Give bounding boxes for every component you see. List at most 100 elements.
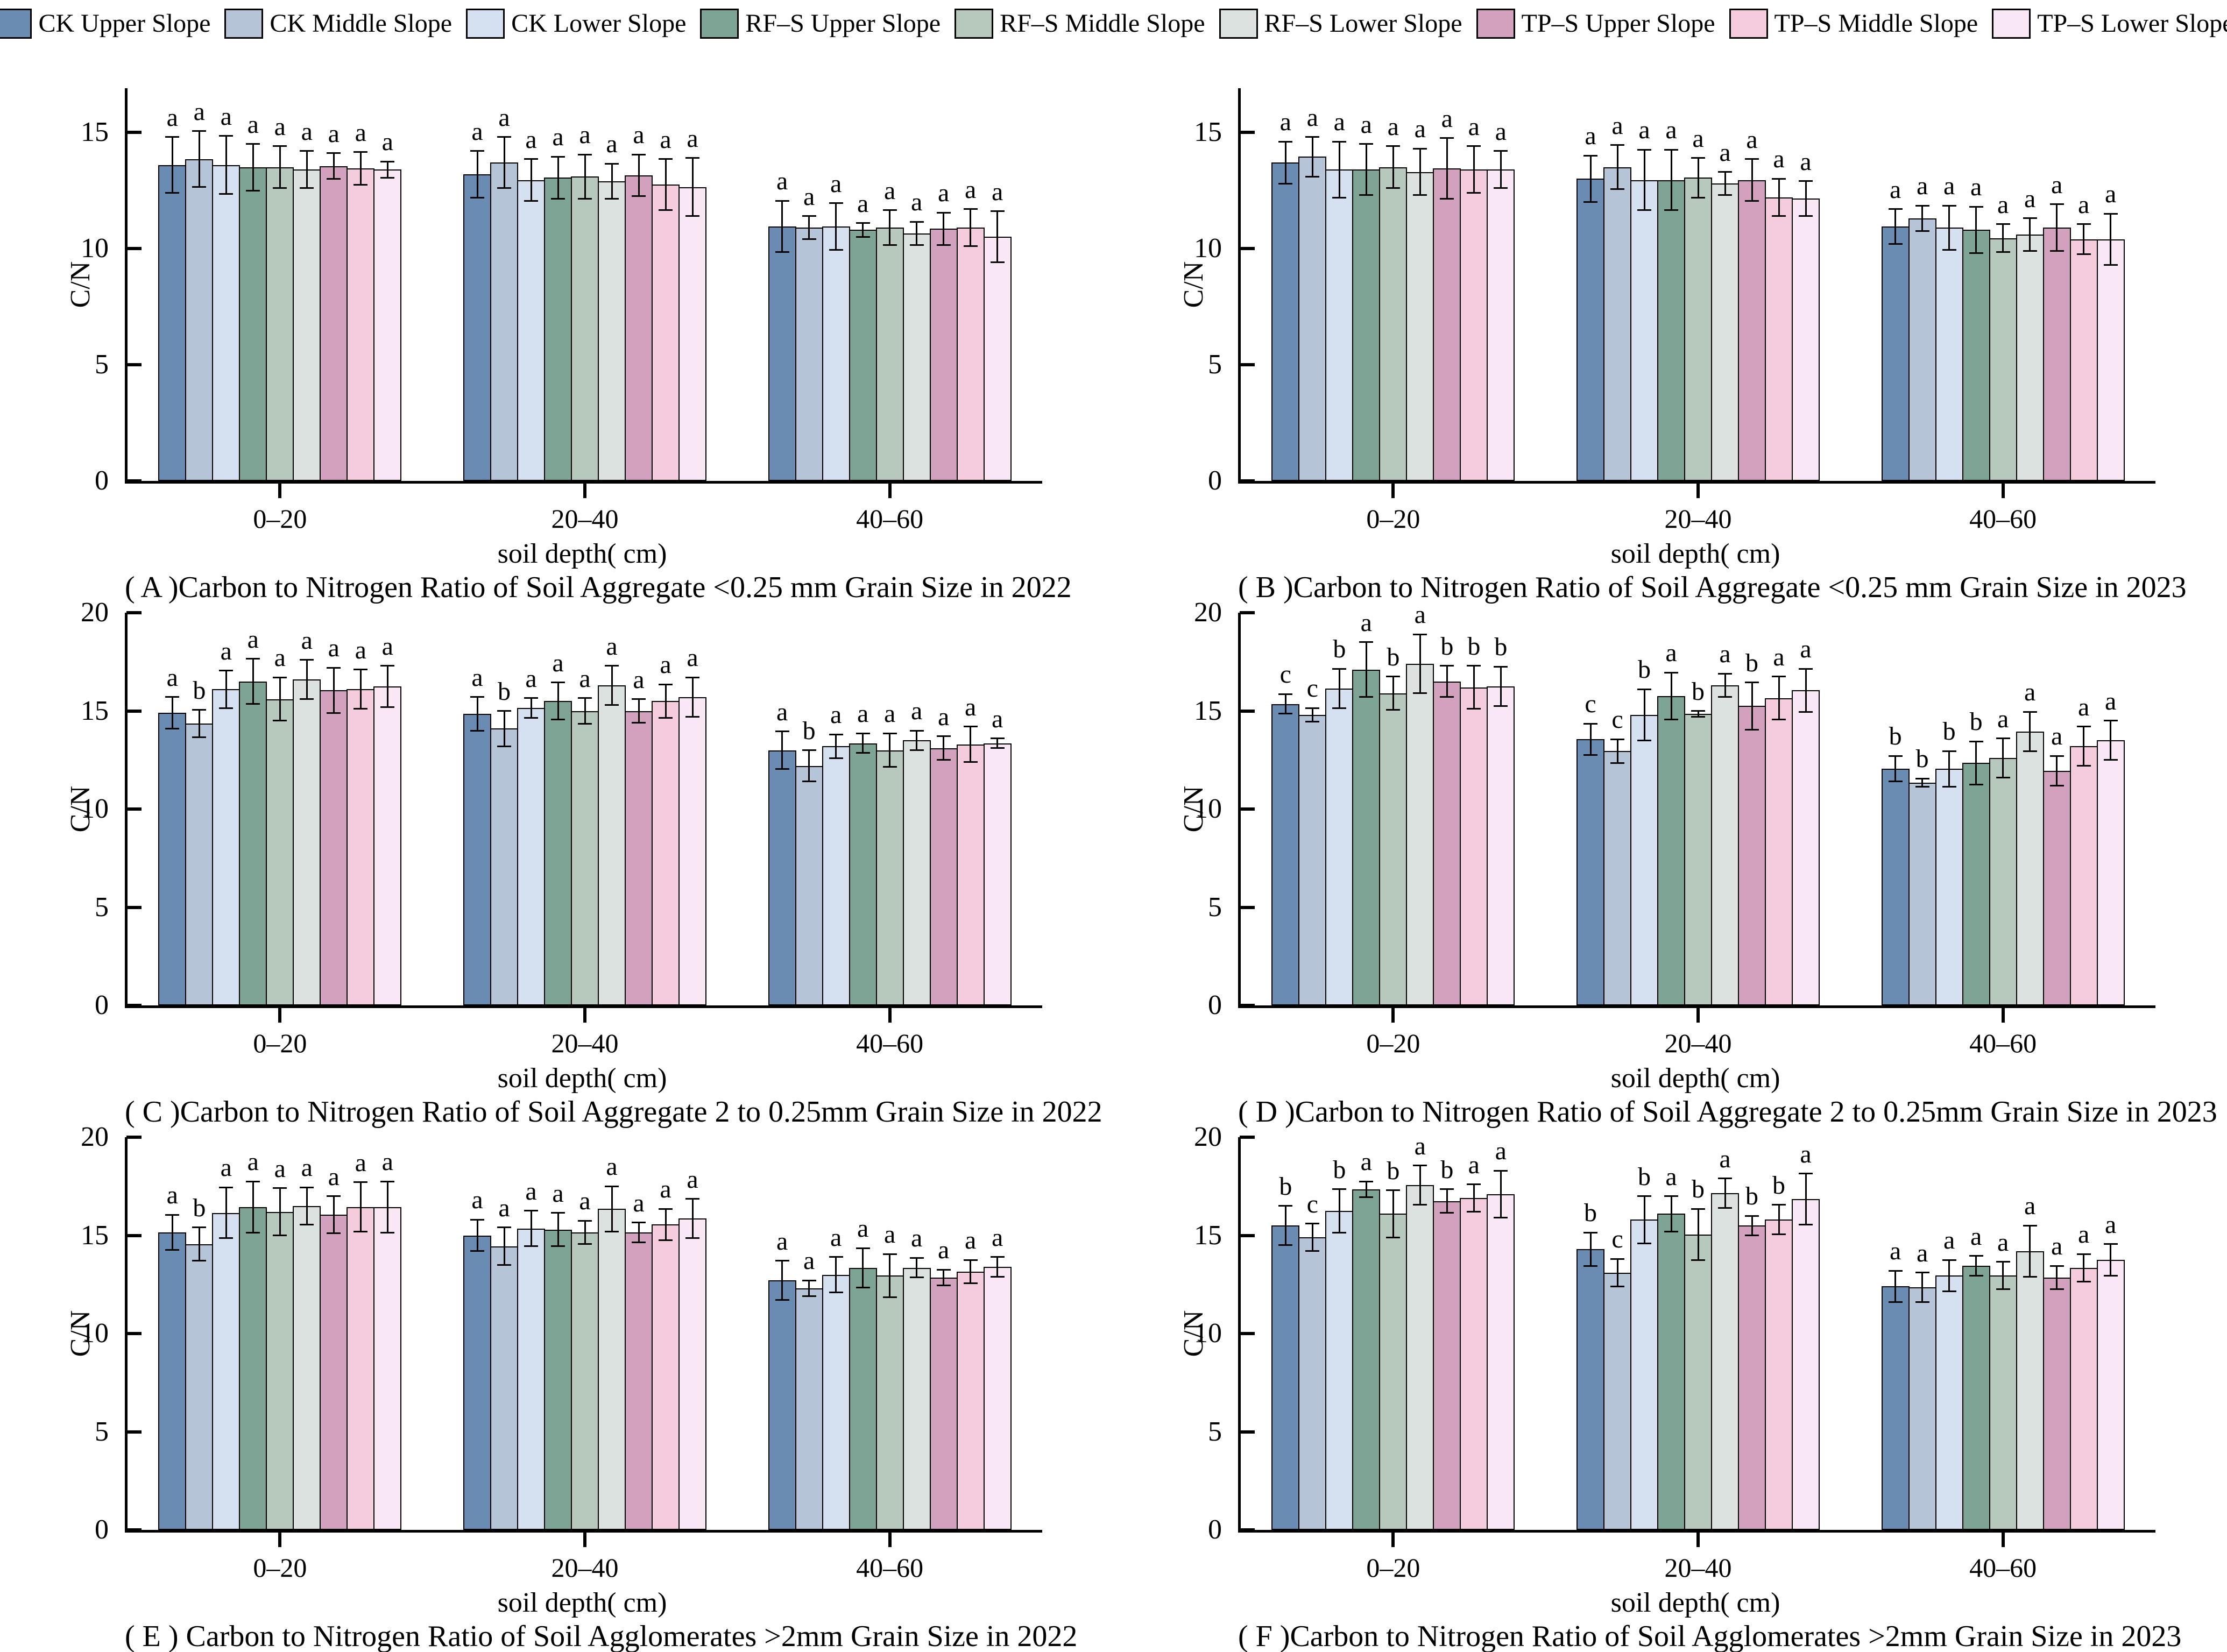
y-tick-label: 15 bbox=[81, 117, 109, 148]
bar-rf-s-lower-slope bbox=[598, 181, 626, 481]
error-whisker bbox=[252, 144, 254, 191]
significance-letter: a bbox=[992, 704, 1003, 733]
error-cap bbox=[1332, 1188, 1347, 1190]
error-cap bbox=[1332, 668, 1347, 670]
error-cap bbox=[659, 717, 673, 719]
error-cap bbox=[1278, 140, 1293, 143]
x-tick-label: 0–20 bbox=[1366, 1552, 1420, 1583]
significance-letter: a bbox=[1970, 173, 1982, 202]
y-tick bbox=[1240, 1528, 1255, 1532]
significance-letter: b bbox=[1745, 1182, 1758, 1210]
significance-letter: a bbox=[1719, 640, 1731, 669]
x-tick bbox=[2001, 483, 2005, 498]
significance-letter: b bbox=[1387, 1156, 1400, 1185]
error-cap bbox=[659, 683, 673, 685]
error-whisker bbox=[503, 137, 505, 188]
error-whisker bbox=[1975, 741, 1977, 785]
error-whisker bbox=[970, 1260, 972, 1284]
error-cap bbox=[936, 1268, 951, 1271]
error-cap bbox=[1799, 180, 1813, 182]
bar-rf-s-middle-slope bbox=[875, 1275, 904, 1530]
error-cap bbox=[1413, 1204, 1427, 1206]
significance-letter: a bbox=[857, 189, 869, 218]
error-cap bbox=[1691, 715, 1705, 718]
bar-rf-s-upper-slope bbox=[1352, 169, 1381, 481]
error-cap bbox=[246, 1231, 260, 1233]
bar-rf-s-upper-slope bbox=[1962, 1266, 1990, 1530]
bar-ck-middle-slope bbox=[490, 1246, 518, 1530]
significance-letter: c bbox=[1611, 1225, 1623, 1254]
significance-letter: b bbox=[1692, 1175, 1705, 1204]
y-tick-label: 5 bbox=[1208, 349, 1222, 380]
error-cap bbox=[1718, 672, 1732, 675]
error-whisker bbox=[476, 151, 478, 197]
bar-ck-upper-slope bbox=[463, 174, 491, 481]
error-cap bbox=[605, 1230, 619, 1232]
error-whisker bbox=[1419, 1165, 1421, 1205]
significance-letter: a bbox=[166, 663, 178, 692]
error-whisker bbox=[1805, 181, 1807, 216]
significance-letter: a bbox=[965, 175, 977, 204]
error-cap bbox=[1718, 696, 1732, 698]
error-cap bbox=[775, 768, 789, 770]
error-cap bbox=[2023, 1224, 2037, 1226]
error-whisker bbox=[943, 736, 945, 760]
bar-ck-lower-slope bbox=[822, 226, 850, 481]
bar-tp-s-upper-slope bbox=[2042, 770, 2071, 1005]
x-tick-label: 40–60 bbox=[856, 504, 924, 534]
y-tick-label: 5 bbox=[1208, 1416, 1222, 1447]
significance-letter: c bbox=[1611, 705, 1623, 734]
error-whisker bbox=[664, 1209, 667, 1240]
error-cap bbox=[829, 202, 843, 204]
significance-letter: a bbox=[1997, 190, 2009, 219]
y-tick-label: 5 bbox=[95, 349, 109, 380]
error-cap bbox=[1942, 1291, 1956, 1293]
error-cap bbox=[802, 781, 816, 783]
error-whisker bbox=[1311, 137, 1313, 177]
error-whisker bbox=[889, 733, 891, 767]
bar-ck-middle-slope bbox=[1603, 1272, 1631, 1530]
error-cap bbox=[2023, 250, 2037, 252]
error-cap bbox=[1386, 1236, 1401, 1238]
error-whisker bbox=[1311, 708, 1313, 722]
error-whisker bbox=[1284, 1206, 1286, 1245]
error-whisker bbox=[279, 677, 281, 721]
error-cap bbox=[578, 197, 592, 200]
error-whisker bbox=[279, 1188, 281, 1236]
error-whisker bbox=[1473, 146, 1475, 193]
error-cap bbox=[327, 667, 341, 669]
error-whisker bbox=[225, 136, 227, 194]
significance-letter: a bbox=[938, 702, 950, 731]
y-tick bbox=[1240, 905, 1255, 909]
bar-tp-s-middle-slope bbox=[956, 228, 985, 481]
x-tick bbox=[583, 1532, 586, 1547]
significance-letter: b bbox=[1772, 1171, 1785, 1200]
bar-rf-s-upper-slope bbox=[1352, 1189, 1381, 1530]
error-whisker bbox=[2056, 1266, 2058, 1289]
error-cap bbox=[1888, 1301, 1903, 1303]
significance-letter: a bbox=[884, 1220, 896, 1249]
bar-rf-s-upper-slope bbox=[849, 1267, 877, 1530]
bar-rf-s-middle-slope bbox=[1989, 758, 2017, 1005]
error-whisker bbox=[584, 154, 586, 199]
legend-label: CK Lower Slope bbox=[511, 9, 687, 38]
error-whisker bbox=[1365, 642, 1367, 697]
bar-rf-s-middle-slope bbox=[1379, 693, 1408, 1005]
significance-letter: a bbox=[992, 1223, 1003, 1252]
error-whisker bbox=[1724, 673, 1726, 697]
bar-ck-middle-slope bbox=[490, 728, 518, 1005]
significance-letter: b bbox=[1494, 633, 1508, 662]
bar-tp-s-upper-slope bbox=[1433, 168, 1461, 481]
error-cap bbox=[829, 757, 843, 759]
error-whisker bbox=[252, 1181, 254, 1233]
error-cap bbox=[2023, 217, 2037, 219]
error-cap bbox=[1915, 777, 1929, 779]
error-cap bbox=[1413, 692, 1427, 694]
error-cap bbox=[1915, 1301, 1929, 1303]
bar-ck-middle-slope bbox=[1603, 167, 1631, 481]
bar-rf-s-lower-slope bbox=[1406, 663, 1434, 1005]
significance-letter: b bbox=[1467, 632, 1481, 661]
legend-swatch-icon bbox=[1992, 9, 2031, 39]
bar-ck-lower-slope bbox=[1935, 1275, 1963, 1530]
significance-letter: b bbox=[802, 716, 816, 745]
